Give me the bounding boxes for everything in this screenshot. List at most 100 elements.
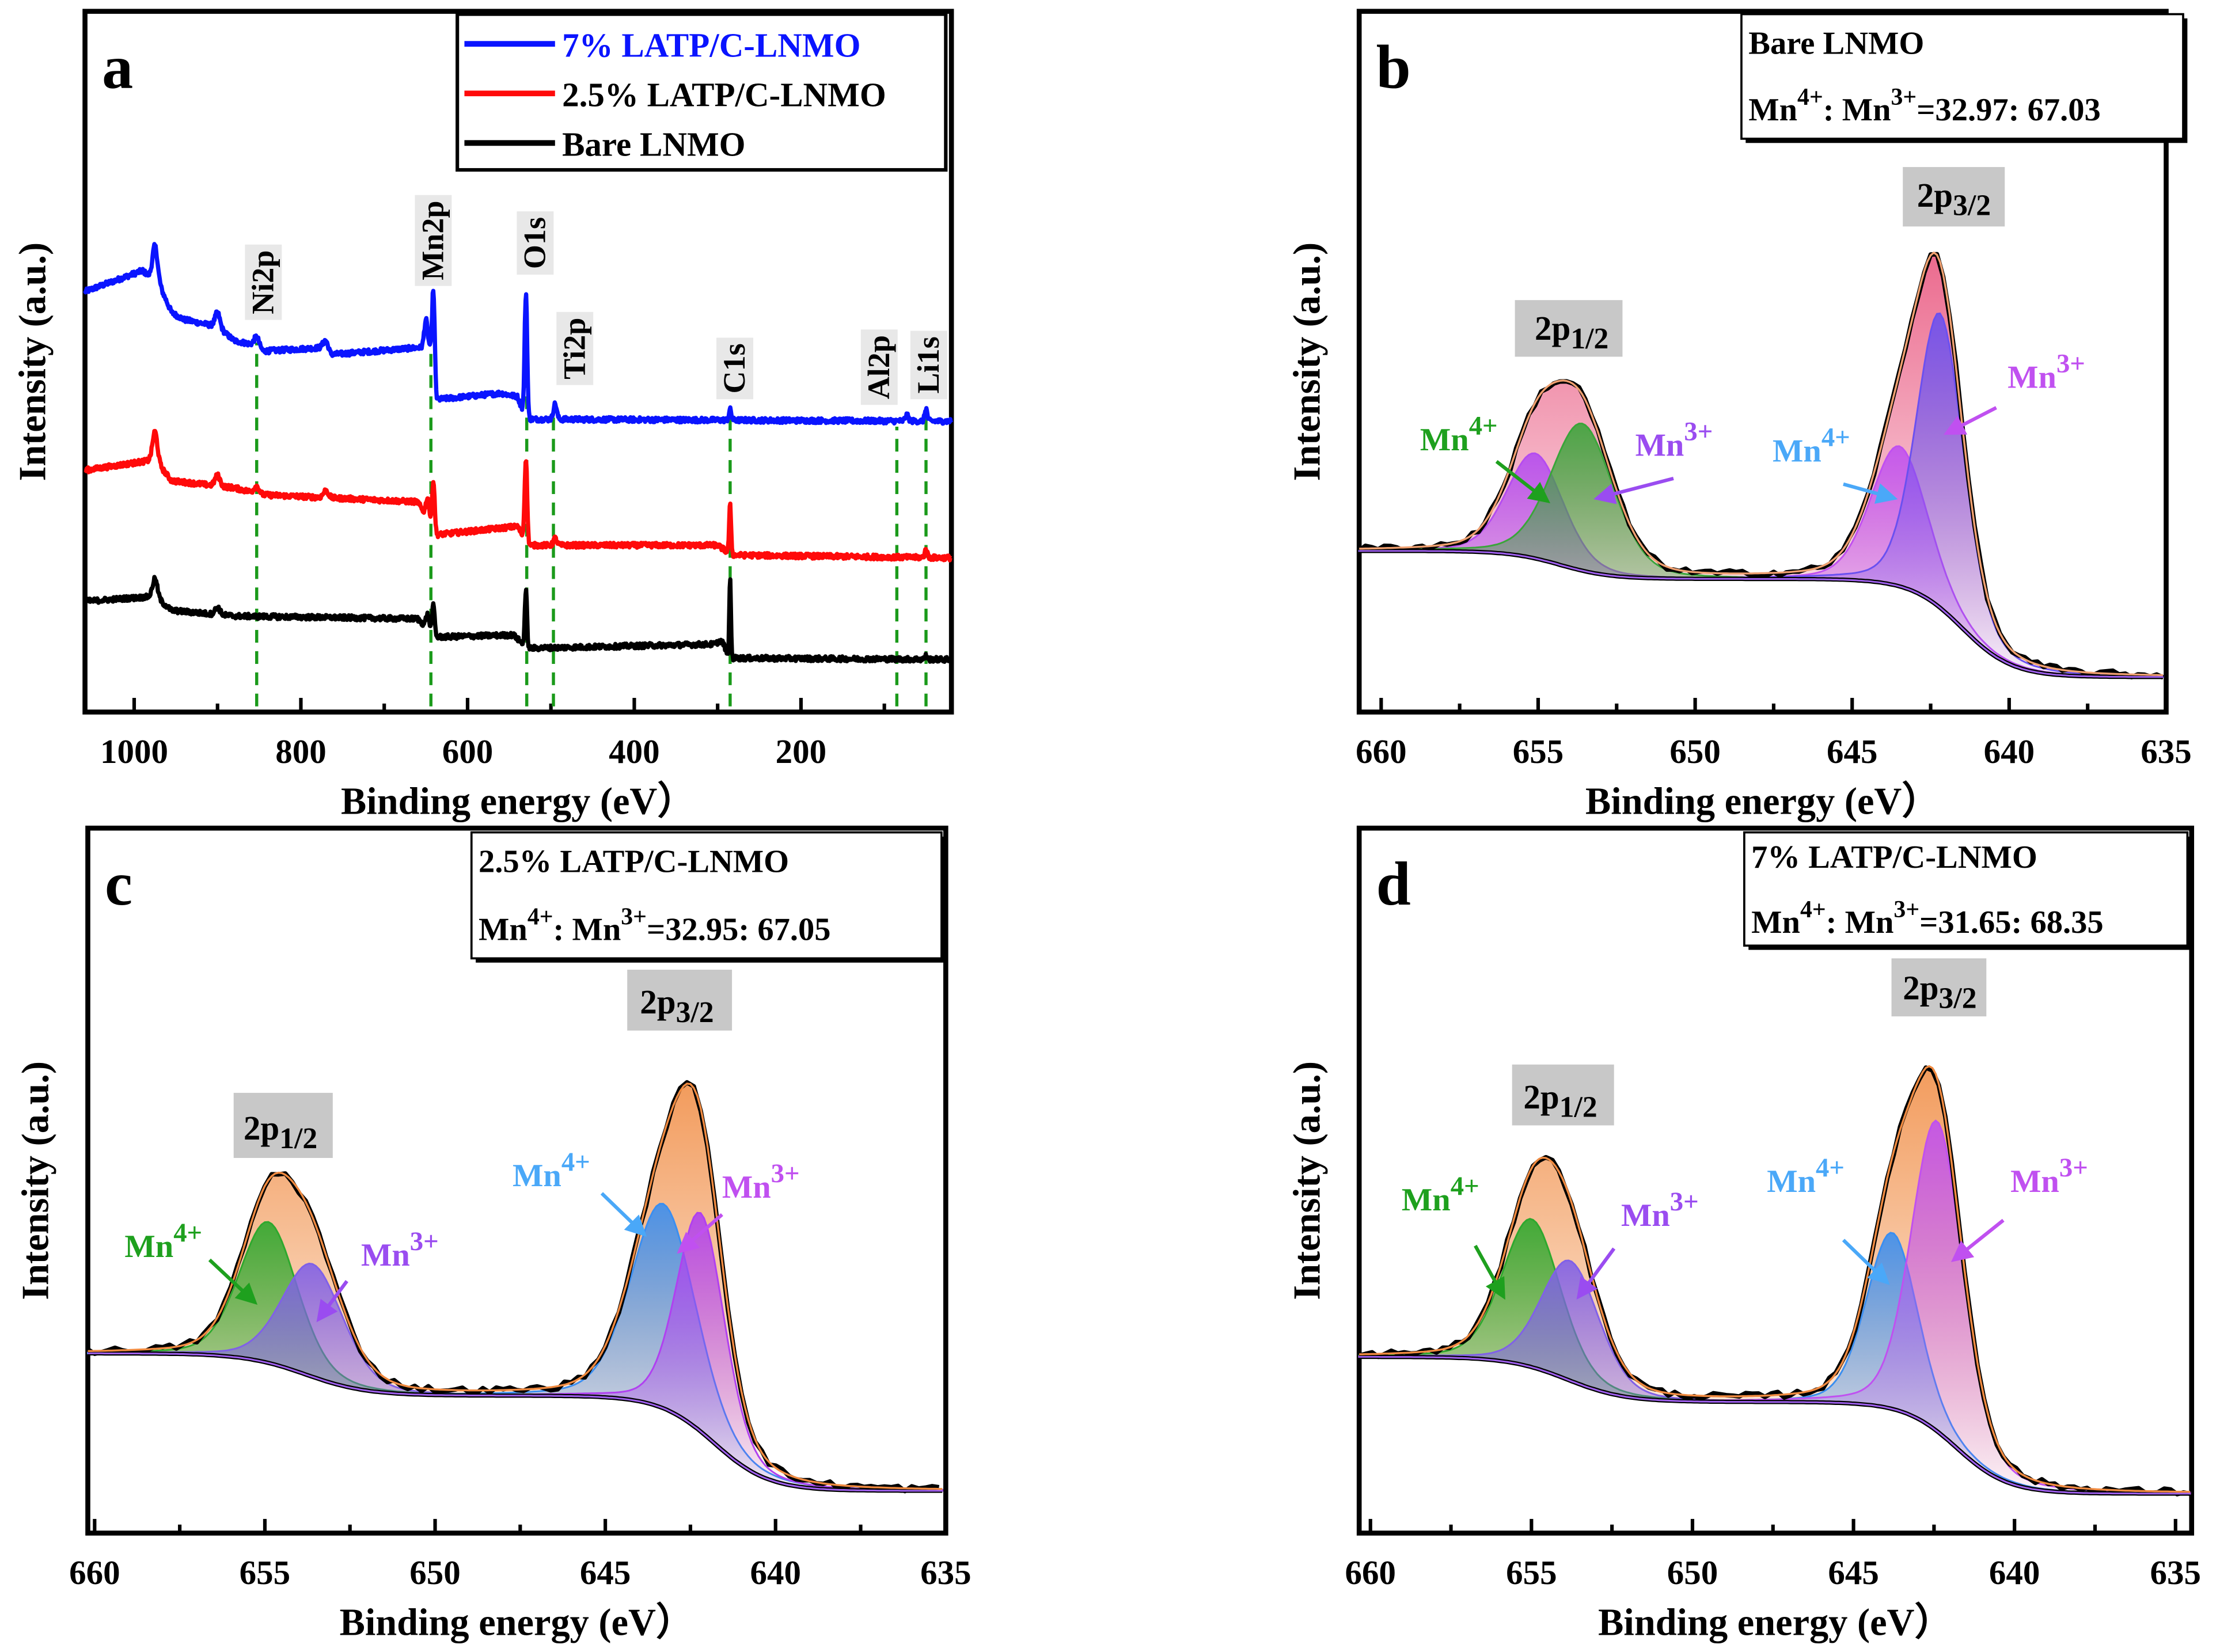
- x-tick-label: 660: [69, 1554, 120, 1592]
- peak-label-text: 2p3/2: [1917, 176, 1991, 222]
- ratio-text: =32.97: 67.03: [1917, 92, 2101, 128]
- ion-label-text: Mn4+: [1767, 1153, 1845, 1199]
- mn-ratio: Mn4+: Mn3+=31.65: 68.35: [1751, 897, 2104, 940]
- arrow-icon: [1474, 1244, 1505, 1300]
- background-fit-line: [88, 1352, 943, 1492]
- peak-markers: Ni2p Mn2p O1s Ti2p C1s Al2p Li1s: [245, 195, 947, 707]
- orbital-name: 2p: [1903, 969, 1938, 1007]
- component-2p1-2-mn3: [1358, 1259, 2191, 1495]
- envelope-fill: [1359, 1066, 2191, 1494]
- x-axis-title: Binding energy (eV）: [1585, 780, 1940, 823]
- legend-entry: 2.5% LATP/C-LNMO: [562, 75, 886, 113]
- arrow-icon: [208, 1258, 258, 1305]
- x-tick-label: 660: [1345, 1554, 1396, 1592]
- panel-label: c: [105, 850, 132, 918]
- x-tick-label: 655: [240, 1554, 290, 1592]
- ion-charge: 3+: [2056, 349, 2085, 379]
- arrow-icon: [1495, 460, 1551, 504]
- ion-label-mn3: Mn3+: [1950, 1153, 2088, 1262]
- legend-entry: Bare LNMO: [562, 125, 745, 163]
- sample-name: Bare LNMO: [1748, 25, 1924, 61]
- background-fit-line: [1359, 550, 2164, 678]
- peak-label-2p3-2: 2p3/2: [1903, 167, 2005, 227]
- x-tick-label: 635: [2150, 1554, 2202, 1592]
- orbital-name: 2p: [244, 1109, 279, 1147]
- info-box-frame: [470, 831, 943, 960]
- ion-label-text: Mn3+: [2008, 349, 2085, 396]
- ion-label-text: Mn4+: [1773, 422, 1850, 469]
- marker-label: Al2p: [862, 335, 896, 399]
- ratio-text: Mn: [1748, 92, 1797, 128]
- ion-charge: 4+: [1816, 1153, 1845, 1183]
- ratio-superscript: 4+: [1797, 84, 1823, 111]
- orbital-subscript: 3/2: [676, 996, 714, 1029]
- arrow-icon: [600, 1192, 647, 1237]
- x-axis-title: Binding energy (eV）: [1598, 1601, 1953, 1643]
- marker-label: C1s: [717, 343, 752, 393]
- background-line: [1359, 1354, 2191, 1496]
- component-2p1-2-mn3: [87, 1262, 943, 1492]
- ion-symbol: Mn: [1402, 1182, 1451, 1218]
- ratio-text: Mn: [1751, 905, 1800, 940]
- panel-label: a: [102, 33, 133, 101]
- ion-charge: 3+: [410, 1226, 439, 1256]
- x-axis-title: Binding energy (eV）: [341, 780, 696, 823]
- x-tick-label: 1000: [100, 732, 168, 770]
- x-tick-label: 650: [1667, 1554, 1718, 1592]
- panel-a-survey: 1000 800 600 400 200 Binding energy (eV） Inten…: [12, 9, 954, 823]
- x-tick-label: 655: [1513, 732, 1564, 770]
- arrow-icon: [1842, 1239, 1890, 1285]
- sample-name: 7% LATP/C-LNMO: [1751, 840, 2037, 875]
- ratio-text: : Mn: [1826, 905, 1894, 940]
- peak-label-2p1-2: 2p1/2: [233, 1092, 333, 1159]
- x-tick-label: 655: [1506, 1554, 1557, 1592]
- ion-symbol: Mn: [1621, 1198, 1670, 1233]
- panel-label: d: [1376, 850, 1411, 918]
- y-axis-title: Intensity (a.u.): [15, 1061, 57, 1300]
- peak-label-box: [1891, 958, 1987, 1017]
- ion-label-text: Mn3+: [1635, 417, 1713, 464]
- ion-label-mn4: Mn4+: [1402, 1171, 1505, 1300]
- x-tick-label: 645: [1827, 732, 1877, 770]
- ratio-superscript: 4+: [1800, 897, 1826, 923]
- ratio-superscript: 4+: [528, 903, 553, 930]
- marker-label-box: [860, 329, 898, 405]
- arrow-icon: [1950, 1218, 2005, 1262]
- ratio-superscript: 3+: [621, 903, 647, 930]
- peak-label-2p3-2: 2p3/2: [627, 970, 733, 1031]
- x-tick-label: 600: [442, 732, 494, 770]
- component-2p3-2-mn4: [1358, 445, 2164, 678]
- sample-name: 2.5% LATP/C-LNMO: [479, 844, 789, 879]
- raw-spectrum-line: [86, 1080, 940, 1494]
- y-axis-title: Intensity (a.u.): [1286, 1061, 1328, 1300]
- envelope-fill: [88, 1083, 943, 1491]
- ion-label-mn4: Mn4+: [124, 1218, 258, 1305]
- panel-b-mn2p: 660 655 650 645 640 635 Binding energy (eV） Int…: [1286, 9, 2192, 823]
- marker-label-box: [245, 244, 282, 320]
- series-line: [83, 242, 953, 426]
- info-box: 2.5% LATP/C-LNMO Mn4+: Mn3+=32.95: 67.05: [470, 831, 946, 963]
- ion-label-text: Mn3+: [2010, 1153, 2088, 1199]
- x-tick-label: 645: [580, 1554, 631, 1592]
- panel-c-mn2p: 660 655 650 645 640 635 Binding energy (eV） Int…: [15, 825, 972, 1643]
- peak-label-box: [1512, 1064, 1614, 1126]
- ion-label-text: Mn3+: [361, 1226, 439, 1273]
- ion-symbol: Mn: [124, 1229, 173, 1264]
- ratio-text: =32.95: 67.05: [647, 912, 831, 947]
- peak-label-2p3-2: 2p3/2: [1891, 958, 1987, 1017]
- ratio-text: : Mn: [1823, 92, 1891, 128]
- plot-frame: [82, 9, 954, 715]
- arrow-icon: [1593, 476, 1674, 504]
- series-line: [83, 428, 952, 563]
- orbital-subscript: 1/2: [1570, 322, 1608, 355]
- ion-charge: 3+: [2059, 1153, 2088, 1183]
- ion-charge: 3+: [1670, 1187, 1699, 1217]
- x-tick-label: 650: [1669, 732, 1721, 770]
- orbital-subscript: 3/2: [1939, 982, 1977, 1015]
- ion-label-text: Mn4+: [1420, 411, 1498, 458]
- ion-symbol: Mn: [1420, 422, 1469, 458]
- marker-label-box: [415, 195, 452, 286]
- panel-label: b: [1376, 33, 1411, 101]
- peak-label-text: 2p1/2: [1523, 1078, 1597, 1124]
- x-tick-label: 640: [750, 1554, 801, 1592]
